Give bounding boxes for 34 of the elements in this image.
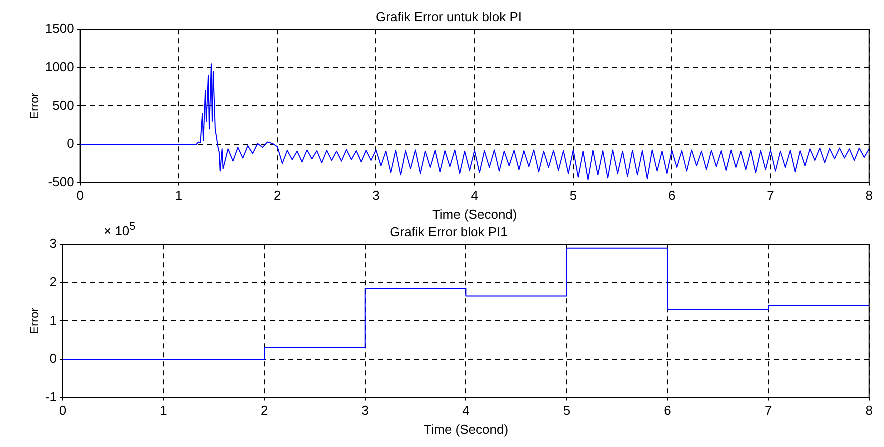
x-tick-label: 1: [175, 188, 183, 204]
x-tick-label: 5: [563, 403, 571, 418]
x-tick-label: 2: [274, 188, 282, 204]
x-tick-label: 6: [668, 188, 676, 204]
chart-title: Grafik Error untuk blok PI: [376, 9, 522, 24]
y-tick-label: 0: [67, 136, 74, 152]
y-axis-title: Error: [28, 308, 42, 335]
x-tick-label: 3: [372, 188, 380, 204]
x-axis-title: Time (Second): [424, 422, 509, 437]
x-tick-label: 3: [362, 403, 369, 418]
x-tick-label: 7: [764, 403, 772, 418]
chart-title: Grafik Error blok PI1: [390, 224, 508, 240]
y-tick-label: -1: [45, 389, 57, 404]
x-tick-label: 5: [570, 188, 578, 204]
y-tick-label: 3: [50, 236, 57, 252]
y-tick-label: 1000: [45, 59, 74, 74]
x-tick-label: 8: [866, 188, 873, 204]
y-tick-label: 1500: [45, 21, 74, 36]
x-tick-label: 8: [866, 403, 873, 418]
y-axis-title: Error: [28, 92, 42, 120]
y-tick-label: 1: [50, 312, 57, 328]
x-tick-label: 0: [76, 188, 84, 204]
y-tick-label: 500: [52, 98, 74, 113]
y-tick-label: -500: [48, 174, 74, 190]
y-tick-label: 0: [50, 351, 57, 366]
x-tick-label: 4: [471, 188, 478, 204]
x-axis-title: Time (Second): [432, 206, 518, 222]
x-tick-label: 4: [462, 403, 470, 418]
x-tick-label: 6: [664, 403, 672, 418]
x-tick-label: 7: [767, 188, 774, 204]
text: × 10$^{5}$: [104, 221, 136, 238]
y-tick-label: 2: [50, 274, 57, 290]
x-tick-label: 1: [160, 403, 168, 418]
x-tick-label: 2: [260, 403, 268, 418]
